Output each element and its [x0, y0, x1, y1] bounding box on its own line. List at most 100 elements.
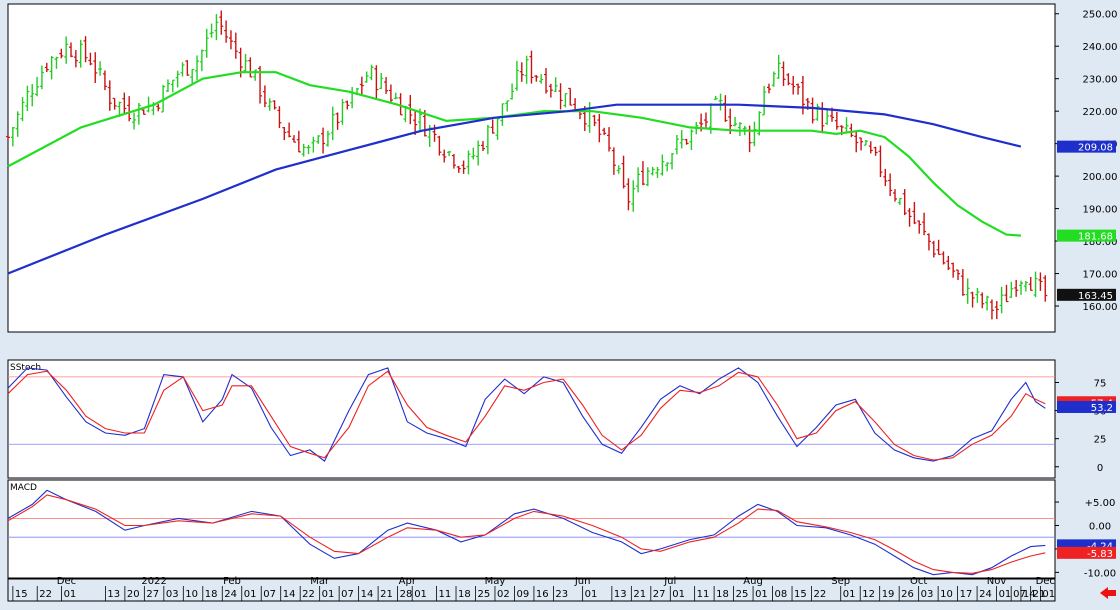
day-tick-label: 09 — [516, 589, 529, 600]
macd-panel[interactable]: MACD+5.000.00-5.00-10.00-4.24-5.83 — [7, 479, 1116, 579]
moving-average-badge-1-bg — [1057, 140, 1116, 153]
day-tick-label: 11 — [697, 589, 710, 600]
price-tick-label: 230.00 — [1083, 75, 1118, 86]
month-tick-label: May — [485, 576, 506, 587]
day-tick-label: 13 — [107, 589, 120, 600]
day-tick-label: 03 — [921, 589, 934, 600]
day-tick-label: 14 — [283, 589, 296, 600]
indicator-tick-label: 0.00 — [1089, 521, 1111, 532]
month-tick-label: Dec — [57, 576, 76, 587]
month-tick-label: Jul — [663, 576, 676, 587]
indicator-badge-2: -5.83 — [1087, 549, 1113, 560]
last-price-badge: 163.45 — [1078, 291, 1113, 302]
month-tick-label: Jun — [574, 576, 591, 587]
day-tick-label: 07 — [263, 589, 276, 600]
scroll-right-arrow-icon[interactable] — [1100, 587, 1116, 599]
month-tick-label: Dec — [1036, 576, 1055, 587]
day-tick-label: 01 — [244, 589, 257, 600]
price-tick-label: 220.00 — [1083, 107, 1118, 118]
day-tick-label: 07 — [341, 589, 354, 600]
day-tick-label: 22 — [814, 589, 827, 600]
month-tick-label: Feb — [223, 576, 241, 587]
day-tick-label: 22 — [39, 589, 52, 600]
month-tick-label: Nov — [987, 576, 1007, 587]
indicator-badge-2-bg — [1057, 400, 1116, 413]
indicator-tick-label: 0 — [1097, 463, 1103, 474]
price-tick-label: 190.00 — [1083, 205, 1118, 216]
price-tick-label: 170.00 — [1083, 270, 1118, 281]
day-tick-label: 17 — [960, 589, 973, 600]
price-tick-label: 180.00 — [1083, 237, 1118, 248]
day-tick-label: 27 — [653, 589, 666, 600]
day-tick-label: 14 — [1023, 589, 1036, 600]
day-tick-label: 26 — [901, 589, 914, 600]
day-tick-label: 03 — [166, 589, 179, 600]
last-price-badge-bg — [1057, 288, 1116, 301]
day-tick-label: 01 — [414, 589, 427, 600]
day-tick-label: 21 — [380, 589, 393, 600]
moving-average-line-2 — [7, 103, 1022, 275]
x-axis: 15 22 01 13 20 27 03 10 18 24 01 07 14 22 01 07 14 21 28 01… — [7, 576, 1056, 602]
day-tick-label: 21 — [1033, 589, 1046, 600]
day-tick-label: 07 — [1013, 589, 1026, 600]
price-tick-label: 250.00 — [1083, 10, 1118, 21]
day-tick-label: 25 — [736, 589, 749, 600]
day-tick-label: 24 — [979, 589, 992, 600]
day-tick-label: 18 — [458, 589, 471, 600]
x-axis-strip — [7, 578, 1056, 602]
day-tick-label: 01 — [843, 589, 856, 600]
day-tick-label: 22 — [302, 589, 315, 600]
day-tick-label: 18 — [716, 589, 729, 600]
day-tick-label: 02 — [497, 589, 510, 600]
indicator-plot-area — [7, 479, 1056, 579]
day-tick-label: 20 — [127, 589, 140, 600]
month-tick-label: Aug — [743, 576, 763, 587]
indicator-tick-label: 75 — [1094, 378, 1107, 389]
day-tick-label: 01 — [585, 589, 598, 600]
indicator-tick-label: +5.00 — [1085, 498, 1116, 509]
indicator-line-2 — [7, 494, 1046, 574]
day-tick-label: 01 — [322, 589, 335, 600]
day-tick-label: 16 — [536, 589, 549, 600]
day-tick-label: 01 — [672, 589, 685, 600]
indicator-line-1 — [7, 489, 1046, 576]
indicator-plot-area — [7, 359, 1056, 479]
day-tick-label: 01 — [1042, 589, 1055, 600]
day-tick-label: 28 — [400, 589, 413, 600]
moving-average-badge-2-bg — [1057, 229, 1116, 242]
day-tick-label: 25 — [477, 589, 490, 600]
month-tick-label: 2022 — [141, 576, 166, 587]
price-tick-label: 240.00 — [1083, 42, 1118, 53]
day-tick-label: 21 — [633, 589, 646, 600]
day-tick-label: 10 — [940, 589, 953, 600]
moving-average-badge-2: 181.68 — [1078, 232, 1113, 243]
stochastic-panel[interactable]: SStoch755025057.453.2 — [7, 359, 1116, 479]
day-tick-label: 10 — [185, 589, 198, 600]
month-tick-label: Mar — [310, 576, 330, 587]
day-tick-label: 27 — [146, 589, 159, 600]
day-tick-label: 11 — [439, 589, 452, 600]
price-panel[interactable]: 250.00240.00230.00220.00210.00200.00190.… — [6, 3, 1118, 333]
month-tick-label: Oct — [910, 576, 927, 587]
day-tick-label: 15 — [794, 589, 807, 600]
day-tick-label: 18 — [205, 589, 218, 600]
day-tick-label: 19 — [882, 589, 895, 600]
indicator-badge-2: 53.2 — [1091, 403, 1113, 414]
day-tick-label: 01 — [999, 589, 1012, 600]
month-tick-label: Apr — [399, 576, 417, 587]
month-tick-label: Sep — [831, 576, 850, 587]
day-tick-label: 24 — [224, 589, 237, 600]
day-tick-label: 12 — [862, 589, 875, 600]
price-tick-label: 200.00 — [1083, 172, 1118, 183]
indicator-tick-label: 25 — [1094, 435, 1107, 446]
indicator-badge-2-bg — [1057, 546, 1116, 559]
indicator-line-2 — [7, 370, 1046, 461]
day-tick-label: 01 — [64, 589, 77, 600]
indicator-tick-label: -10.00 — [1084, 568, 1116, 579]
day-tick-label: 01 — [755, 589, 768, 600]
day-tick-label: 23 — [555, 589, 568, 600]
moving-average-line-1 — [7, 71, 1021, 237]
price-tick-label: 160.00 — [1083, 302, 1118, 313]
